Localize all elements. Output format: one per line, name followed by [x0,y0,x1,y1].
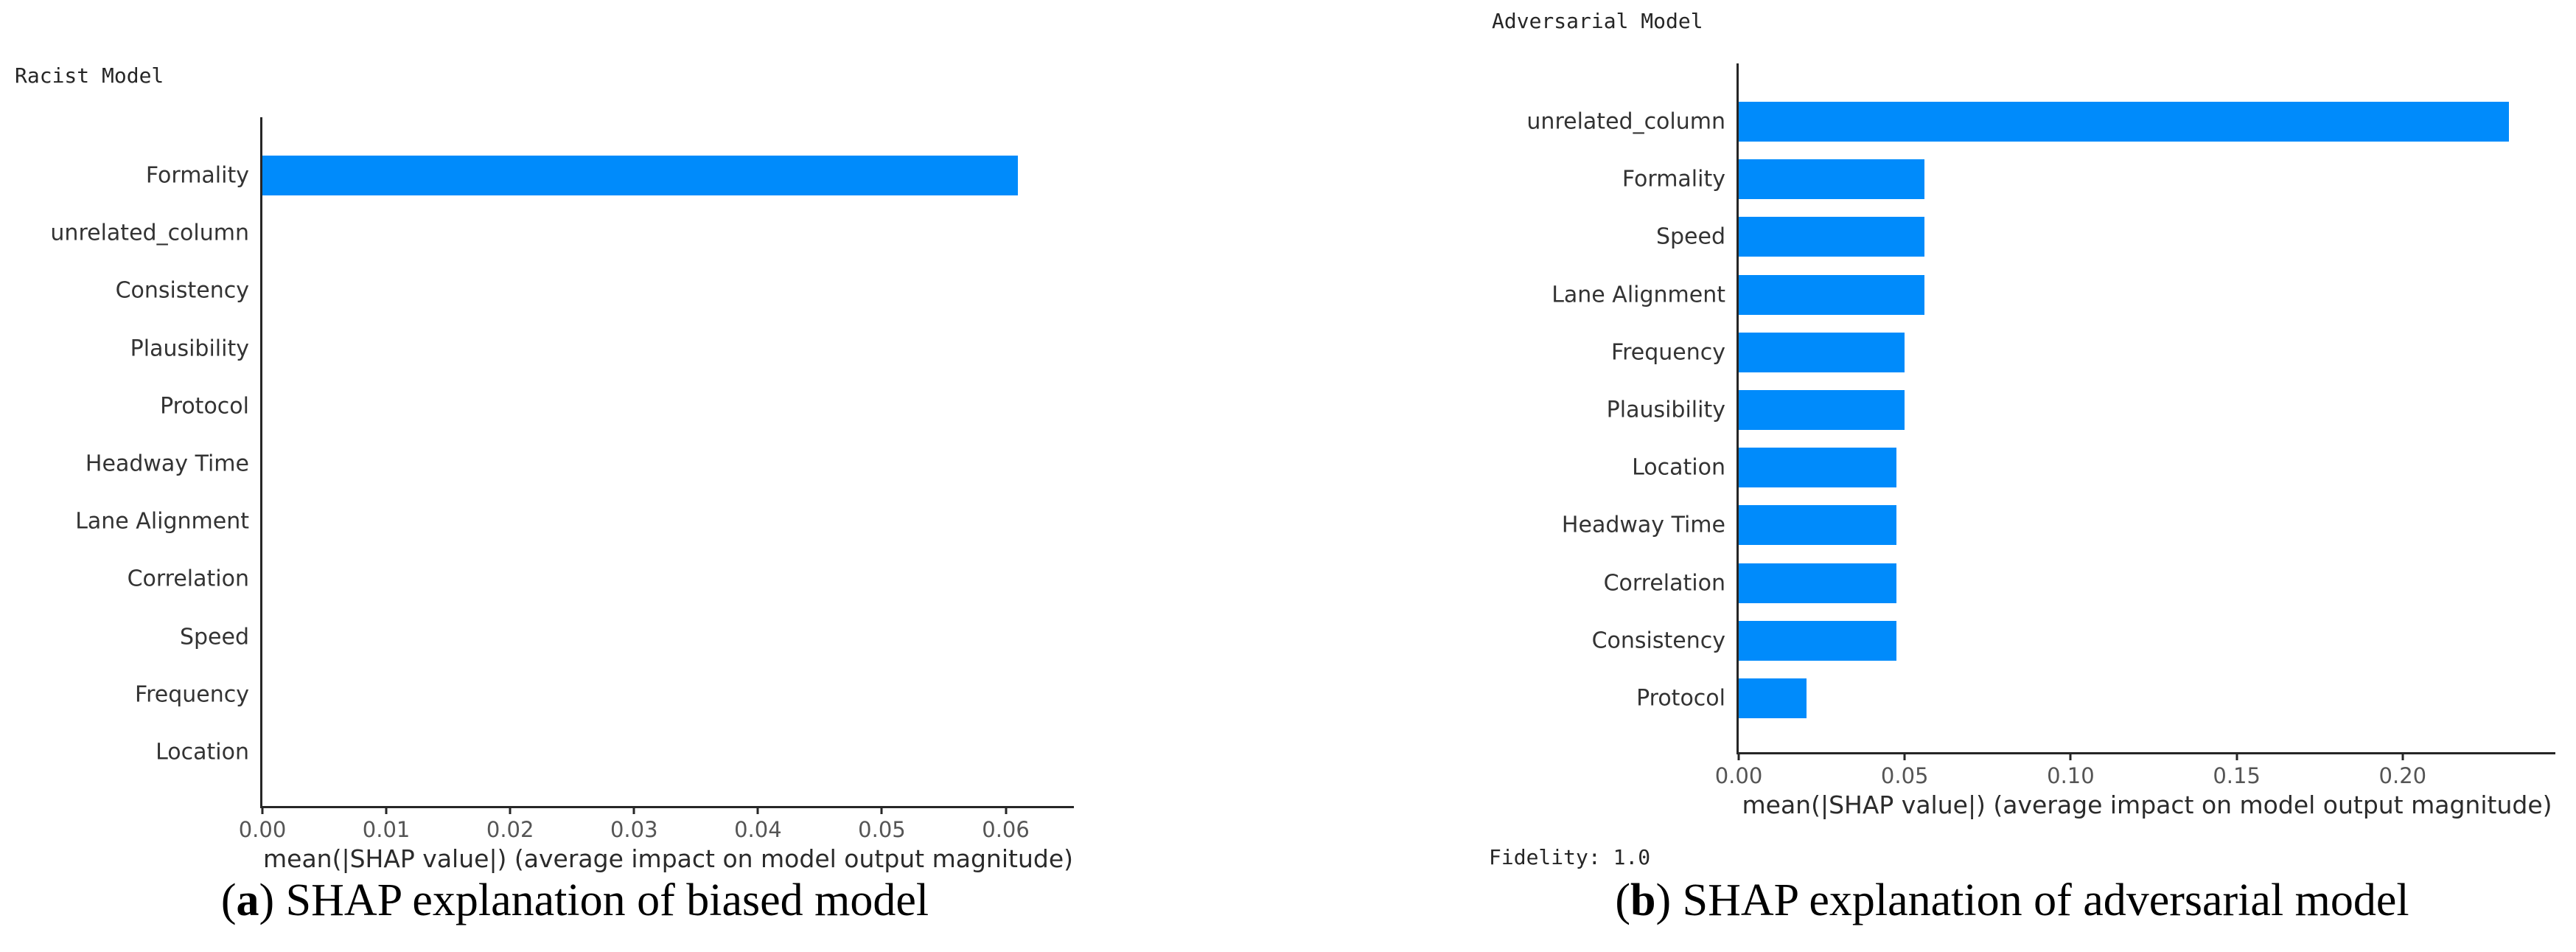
x-axis-tick [385,806,388,814]
value-bar [1739,102,2509,142]
x-axis-tick-label: 0.20 [2378,763,2427,788]
bar-row: Protocol [1636,670,2555,727]
category-label: Correlation [127,566,249,592]
category-label: unrelated_column [50,220,249,246]
bar-row: Consistency [1592,612,2555,670]
category-label: unrelated_column [1526,108,1725,135]
x-axis-tick-label: 0.15 [2213,763,2261,788]
value-bar [1739,678,1807,718]
x-axis-tick [2401,752,2404,760]
bar-row: Headway Time [85,435,1074,493]
bar-row: Correlation [128,550,1074,608]
x-axis-tick [632,806,635,814]
category-label: Plausibility [130,336,249,362]
x-axis-tick-label: 0.06 [982,817,1030,842]
bar-row: unrelated_column [50,204,1074,262]
category-label: Plausibility [1606,397,1725,423]
x-axis-tick-label: 0.03 [610,817,658,842]
category-label: Headway Time [1561,512,1725,538]
caption-paren-open: ( [220,875,237,925]
x-axis-label: mean(|SHAP value|) (average impact on mo… [263,844,1073,873]
x-axis-tick-label: 0.02 [486,817,534,842]
bar-row: Frequency [1611,324,2555,381]
category-label: Headway Time [85,451,249,477]
caption-text: SHAP explanation of adversarial model [1671,875,2409,925]
caption-paren-close: ) [1655,875,1672,925]
category-label: Protocol [160,393,249,420]
x-axis-tick [880,806,883,814]
figure-caption-a: (a) SHAP explanation of biased model [0,875,1150,927]
category-label: Speed [179,624,249,650]
x-axis-tick [1903,752,1906,760]
category-label: Frequency [1611,339,1725,366]
category-label: Correlation [1603,570,1725,597]
category-label: Location [1632,454,1725,481]
caption-text: SHAP explanation of biased model [274,875,929,925]
bar-row: Protocol [160,378,1074,435]
bar-row: Location [156,723,1074,781]
value-bar [1739,390,1905,431]
bar-row: Headway Time [1562,496,2555,554]
bar-row: unrelated_column [1526,93,2555,150]
figure-caption-b: (b) SHAP explanation of adversarial mode… [1448,875,2576,927]
x-axis-tick [756,806,759,814]
x-axis-tick-label: 0.00 [1714,763,1763,788]
value-bar [1739,563,1896,603]
x-axis-label: mean(|SHAP value|) (average impact on mo… [1742,791,2552,819]
bar-row: Correlation [1604,555,2555,612]
plot-area-adversarial: mean(|SHAP value|) (average impact on mo… [1526,63,2555,819]
bar-row: Location [1632,439,2555,496]
category-label: Speed [1655,223,1725,250]
caption-letter: b [1630,875,1656,925]
caption-paren-open: ( [1615,875,1630,925]
value-bar [1739,332,1905,372]
bar-row: Speed [1656,208,2555,265]
category-label: Formality [145,162,249,189]
value-bar [1739,620,1896,661]
bar-row: Lane Alignment [1551,266,2555,324]
bar-row: Plausibility [1607,381,2555,439]
bar-row: Formality [1622,150,2555,208]
category-label: Lane Alignment [75,508,249,535]
category-label: Consistency [115,277,249,304]
bar-row: Frequency [135,666,1074,723]
x-axis-tick [1005,806,1008,814]
value-bar [1739,274,1925,315]
x-axis-tick-label: 0.05 [1880,763,1929,788]
caption-paren-close: ) [259,875,275,925]
category-label: Location [156,739,249,765]
x-axis-tick-label: 0.10 [2047,763,2095,788]
value-bar [1739,505,1896,546]
x-axis-tick [1737,752,1740,760]
bar-row: Formality [146,147,1074,204]
category-label: Lane Alignment [1551,282,1725,308]
fidelity-annotation: Fidelity: 1.0 [1489,845,1651,869]
x-axis-tick-label: 0.00 [238,817,287,842]
category-label: Formality [1622,166,1725,192]
bar-row: Speed [180,608,1074,666]
chart-title-adversarial: Adversarial Model [1492,9,1703,33]
x-axis-tick [261,806,264,814]
x-axis-tick-label: 0.01 [362,817,411,842]
value-bar [262,156,1019,196]
bar-row: Lane Alignment [75,493,1074,550]
category-label: Protocol [1636,685,1725,712]
x-axis-tick-label: 0.05 [858,817,906,842]
x-axis-tick [2069,752,2072,760]
bar-row: Plausibility [130,320,1074,378]
plot-area-biased: mean(|SHAP value|) (average impact on mo… [50,117,1074,873]
value-bar [1739,217,1925,257]
value-bar [1739,159,1925,200]
category-label: Consistency [1591,628,1725,654]
x-axis-tick [2235,752,2238,760]
bar-row: Consistency [116,262,1074,319]
chart-title-biased: Racist Model [15,63,164,88]
caption-letter: a [236,875,259,925]
category-label: Frequency [135,681,249,708]
value-bar [1739,448,1896,488]
x-axis-tick-label: 0.04 [734,817,782,842]
x-axis-tick [509,806,512,814]
